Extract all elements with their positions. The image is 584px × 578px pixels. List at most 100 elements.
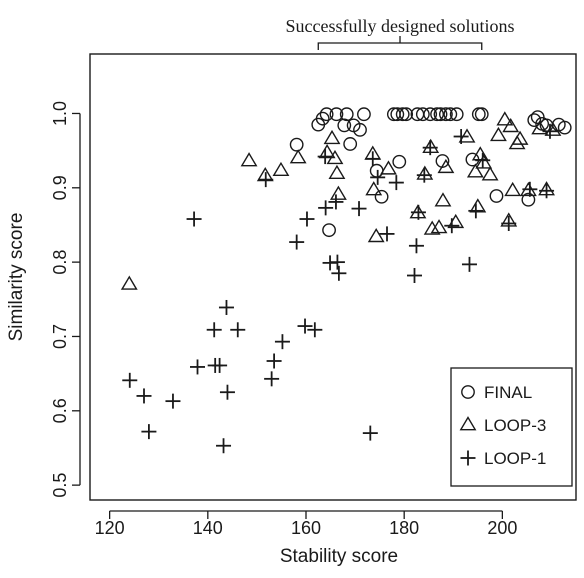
point-loop-1 bbox=[379, 226, 395, 242]
point-loop-1 bbox=[444, 218, 460, 234]
point-loop-3 bbox=[328, 164, 346, 180]
y-tick-label: 0.5 bbox=[50, 473, 70, 498]
annotation-label: Successfully designed solutions bbox=[286, 16, 515, 36]
point-loop-3 bbox=[469, 198, 487, 213]
point-loop-3 bbox=[481, 166, 499, 181]
x-axis: 120 140 160 180 200 bbox=[95, 510, 517, 538]
point-loop-3 bbox=[437, 158, 455, 174]
point-loop-3 bbox=[502, 117, 520, 133]
point-final bbox=[465, 152, 480, 167]
point-loop-1 bbox=[216, 438, 232, 454]
legend-label-loop-1: LOOP-1 bbox=[484, 449, 546, 468]
point-loop-1 bbox=[461, 256, 477, 272]
point-loop-3 bbox=[538, 181, 555, 196]
point-final bbox=[443, 107, 458, 122]
y-tick-label: 0.8 bbox=[50, 250, 70, 275]
point-loop-3 bbox=[434, 192, 452, 207]
point-loop-1 bbox=[258, 172, 274, 188]
legend: FINAL LOOP-3 LOOP-1 bbox=[450, 367, 573, 487]
point-final bbox=[449, 107, 464, 122]
point-loop-3 bbox=[365, 181, 383, 196]
point-loop-1 bbox=[362, 425, 378, 441]
y-axis: 0.5 0.6 0.7 0.8 0.9 1.0 bbox=[50, 101, 81, 498]
point-loop-3 bbox=[544, 121, 562, 136]
point-loop-1 bbox=[329, 254, 345, 270]
point-final bbox=[319, 107, 334, 122]
point-loop-3 bbox=[318, 143, 336, 159]
point-loop-1 bbox=[230, 322, 246, 338]
point-loop-3 bbox=[511, 130, 529, 145]
point-loop-1 bbox=[328, 194, 344, 210]
point-loop-1 bbox=[219, 384, 235, 400]
point-loop-3 bbox=[289, 149, 307, 164]
point-loop-3 bbox=[423, 220, 441, 235]
point-loop-3 bbox=[272, 161, 290, 177]
point-loop-3 bbox=[458, 128, 476, 143]
point-loop-3 bbox=[323, 129, 341, 145]
point-final bbox=[471, 107, 486, 122]
point-loop-1 bbox=[274, 334, 290, 350]
y-tick-label: 0.7 bbox=[50, 324, 70, 349]
point-final bbox=[435, 154, 450, 168]
point-final bbox=[322, 223, 336, 238]
point-loop-3 bbox=[409, 204, 427, 219]
plot-area-frame bbox=[89, 53, 577, 501]
point-final bbox=[395, 107, 410, 122]
point-loop-1 bbox=[351, 201, 367, 217]
point-loop-3 bbox=[447, 213, 465, 229]
point-loop-1 bbox=[122, 372, 138, 388]
series-loop-3 bbox=[120, 111, 562, 290]
point-loop-3 bbox=[490, 126, 507, 142]
point-final bbox=[410, 107, 425, 122]
point-loop-1 bbox=[388, 175, 404, 191]
point-loop-3 bbox=[240, 152, 258, 167]
point-final bbox=[527, 113, 542, 128]
point-loop-1 bbox=[264, 371, 280, 387]
point-final bbox=[329, 107, 344, 122]
point-final bbox=[343, 137, 358, 151]
legend-marker-final bbox=[461, 385, 475, 399]
point-final bbox=[339, 107, 354, 122]
y-axis-label: Similarity score bbox=[6, 213, 27, 342]
point-loop-1 bbox=[206, 322, 222, 338]
point-loop-1 bbox=[406, 268, 422, 284]
legend-marker-loop-3 bbox=[459, 416, 477, 431]
point-final bbox=[357, 107, 371, 122]
point-final bbox=[390, 107, 405, 122]
top-annotation: Successfully designed solutions bbox=[286, 16, 515, 50]
point-loop-3 bbox=[471, 146, 489, 161]
point-final bbox=[439, 107, 453, 122]
point-final bbox=[415, 107, 430, 122]
point-loop-3 bbox=[519, 181, 537, 197]
point-final bbox=[430, 107, 444, 122]
point-loop-1 bbox=[331, 265, 347, 281]
x-axis-label: Stability score bbox=[280, 546, 398, 567]
point-final bbox=[474, 107, 489, 122]
point-final bbox=[557, 120, 572, 135]
point-final bbox=[423, 107, 438, 122]
point-loop-3 bbox=[416, 165, 434, 180]
x-tick-label: 140 bbox=[193, 518, 223, 538]
point-loop-3 bbox=[367, 227, 385, 243]
point-loop-3 bbox=[364, 145, 382, 160]
point-loop-1 bbox=[307, 322, 323, 338]
point-loop-3 bbox=[496, 111, 514, 126]
point-loop-3 bbox=[531, 120, 549, 135]
point-loop-3 bbox=[504, 181, 522, 197]
legend-label-final: FINAL bbox=[484, 383, 532, 402]
point-final bbox=[374, 189, 389, 204]
point-loop-3 bbox=[500, 212, 518, 227]
point-final bbox=[489, 189, 504, 203]
point-final bbox=[289, 137, 304, 152]
point-final bbox=[521, 192, 536, 207]
point-loop-3 bbox=[329, 185, 347, 200]
point-loop-1 bbox=[218, 299, 234, 315]
point-loop-1 bbox=[266, 353, 282, 369]
point-loop-1 bbox=[141, 424, 157, 440]
point-loop-1 bbox=[212, 357, 228, 373]
point-final bbox=[392, 154, 407, 169]
series-loop-1 bbox=[122, 123, 558, 454]
x-tick-label: 200 bbox=[487, 518, 517, 538]
